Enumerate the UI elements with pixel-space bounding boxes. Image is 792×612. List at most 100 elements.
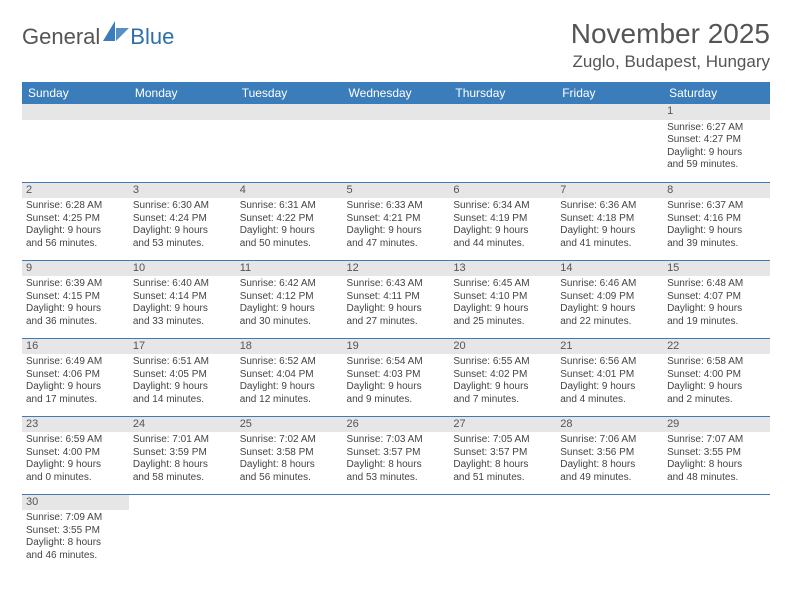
day-cell: 6Sunrise: 6:34 AMSunset: 4:19 PMDaylight… — [449, 182, 556, 260]
sunrise-text: Sunrise: 6:45 AM — [453, 278, 552, 291]
day-number: 1 — [663, 104, 770, 120]
dl2-text: and 12 minutes. — [240, 394, 339, 407]
sunset-text: Sunset: 3:56 PM — [560, 447, 659, 460]
day-cell: 30Sunrise: 7:09 AMSunset: 3:55 PMDayligh… — [22, 494, 129, 572]
day-cell — [449, 104, 556, 182]
dl1-text: Daylight: 9 hours — [347, 225, 446, 238]
dl2-text: and 58 minutes. — [133, 472, 232, 485]
sunset-text: Sunset: 3:55 PM — [26, 525, 125, 538]
sunset-text: Sunset: 4:03 PM — [347, 369, 446, 382]
sunrise-text: Sunrise: 6:33 AM — [347, 200, 446, 213]
col-friday: Friday — [556, 82, 663, 104]
day-number: 13 — [449, 261, 556, 277]
sunrise-text: Sunrise: 6:30 AM — [133, 200, 232, 213]
sunrise-text: Sunrise: 6:56 AM — [560, 356, 659, 369]
dl1-text: Daylight: 9 hours — [560, 303, 659, 316]
sunset-text: Sunset: 4:09 PM — [560, 291, 659, 304]
sunset-text: Sunset: 4:05 PM — [133, 369, 232, 382]
day-cell: 20Sunrise: 6:55 AMSunset: 4:02 PMDayligh… — [449, 338, 556, 416]
dl2-text: and 9 minutes. — [347, 394, 446, 407]
dl1-text: Daylight: 8 hours — [453, 459, 552, 472]
dl1-text: Daylight: 9 hours — [453, 303, 552, 316]
sunrise-text: Sunrise: 6:34 AM — [453, 200, 552, 213]
dl1-text: Daylight: 9 hours — [560, 381, 659, 394]
sunrise-text: Sunrise: 6:27 AM — [667, 122, 766, 135]
day-cell: 16Sunrise: 6:49 AMSunset: 4:06 PMDayligh… — [22, 338, 129, 416]
day-cell: 4Sunrise: 6:31 AMSunset: 4:22 PMDaylight… — [236, 182, 343, 260]
sunset-text: Sunset: 4:10 PM — [453, 291, 552, 304]
sunrise-text: Sunrise: 7:06 AM — [560, 434, 659, 447]
day-cell: 23Sunrise: 6:59 AMSunset: 4:00 PMDayligh… — [22, 416, 129, 494]
dl1-text: Daylight: 9 hours — [667, 381, 766, 394]
sunset-text: Sunset: 4:14 PM — [133, 291, 232, 304]
dl2-text: and 47 minutes. — [347, 238, 446, 251]
col-tuesday: Tuesday — [236, 82, 343, 104]
dl1-text: Daylight: 9 hours — [26, 303, 125, 316]
day-cell: 25Sunrise: 7:02 AMSunset: 3:58 PMDayligh… — [236, 416, 343, 494]
sunrise-text: Sunrise: 6:54 AM — [347, 356, 446, 369]
day-number: 19 — [343, 339, 450, 355]
sunset-text: Sunset: 3:59 PM — [133, 447, 232, 460]
day-cell: 2Sunrise: 6:28 AMSunset: 4:25 PMDaylight… — [22, 182, 129, 260]
dl2-text: and 46 minutes. — [26, 550, 125, 563]
day-number: 3 — [129, 183, 236, 199]
dl1-text: Daylight: 9 hours — [240, 303, 339, 316]
sunset-text: Sunset: 4:24 PM — [133, 213, 232, 226]
day-cell — [236, 494, 343, 572]
day-cell — [556, 104, 663, 182]
dl1-text: Daylight: 9 hours — [26, 381, 125, 394]
sunset-text: Sunset: 4:07 PM — [667, 291, 766, 304]
dl1-text: Daylight: 8 hours — [560, 459, 659, 472]
col-monday: Monday — [129, 82, 236, 104]
sunrise-text: Sunrise: 7:09 AM — [26, 512, 125, 525]
sunrise-text: Sunrise: 6:52 AM — [240, 356, 339, 369]
sunrise-text: Sunrise: 6:58 AM — [667, 356, 766, 369]
logo-text-1: General — [22, 24, 100, 50]
dl2-text: and 30 minutes. — [240, 316, 339, 329]
sunrise-text: Sunrise: 7:07 AM — [667, 434, 766, 447]
day-cell: 28Sunrise: 7:06 AMSunset: 3:56 PMDayligh… — [556, 416, 663, 494]
sunset-text: Sunset: 4:25 PM — [26, 213, 125, 226]
dl1-text: Daylight: 8 hours — [240, 459, 339, 472]
col-wednesday: Wednesday — [343, 82, 450, 104]
day-cell — [449, 494, 556, 572]
dl1-text: Daylight: 9 hours — [240, 225, 339, 238]
dl2-text: and 39 minutes. — [667, 238, 766, 251]
title-location: Zuglo, Budapest, Hungary — [571, 52, 770, 72]
dl1-text: Daylight: 9 hours — [667, 303, 766, 316]
day-cell — [129, 494, 236, 572]
sunset-text: Sunset: 4:01 PM — [560, 369, 659, 382]
day-cell — [556, 494, 663, 572]
sunrise-text: Sunrise: 6:48 AM — [667, 278, 766, 291]
day-cell: 8Sunrise: 6:37 AMSunset: 4:16 PMDaylight… — [663, 182, 770, 260]
col-thursday: Thursday — [449, 82, 556, 104]
day-cell — [343, 494, 450, 572]
sunset-text: Sunset: 4:15 PM — [26, 291, 125, 304]
dl1-text: Daylight: 9 hours — [667, 225, 766, 238]
day-number: 16 — [22, 339, 129, 355]
day-number: 21 — [556, 339, 663, 355]
day-number: 18 — [236, 339, 343, 355]
sunrise-text: Sunrise: 6:42 AM — [240, 278, 339, 291]
dl2-text: and 17 minutes. — [26, 394, 125, 407]
day-number: 23 — [22, 417, 129, 433]
dl2-text: and 50 minutes. — [240, 238, 339, 251]
dl2-text: and 56 minutes. — [26, 238, 125, 251]
sunrise-text: Sunrise: 7:03 AM — [347, 434, 446, 447]
day-cell: 22Sunrise: 6:58 AMSunset: 4:00 PMDayligh… — [663, 338, 770, 416]
day-cell: 29Sunrise: 7:07 AMSunset: 3:55 PMDayligh… — [663, 416, 770, 494]
dl2-text: and 0 minutes. — [26, 472, 125, 485]
sunset-text: Sunset: 3:57 PM — [453, 447, 552, 460]
dl2-text: and 56 minutes. — [240, 472, 339, 485]
day-cell — [236, 104, 343, 182]
dl1-text: Daylight: 8 hours — [26, 537, 125, 550]
title-month: November 2025 — [571, 18, 770, 50]
daynum-bar-empty — [236, 104, 343, 120]
day-number: 15 — [663, 261, 770, 277]
weekday-header-row: Sunday Monday Tuesday Wednesday Thursday… — [22, 82, 770, 104]
sunrise-text: Sunrise: 6:36 AM — [560, 200, 659, 213]
dl2-text: and 22 minutes. — [560, 316, 659, 329]
day-cell — [343, 104, 450, 182]
col-sunday: Sunday — [22, 82, 129, 104]
day-cell: 10Sunrise: 6:40 AMSunset: 4:14 PMDayligh… — [129, 260, 236, 338]
